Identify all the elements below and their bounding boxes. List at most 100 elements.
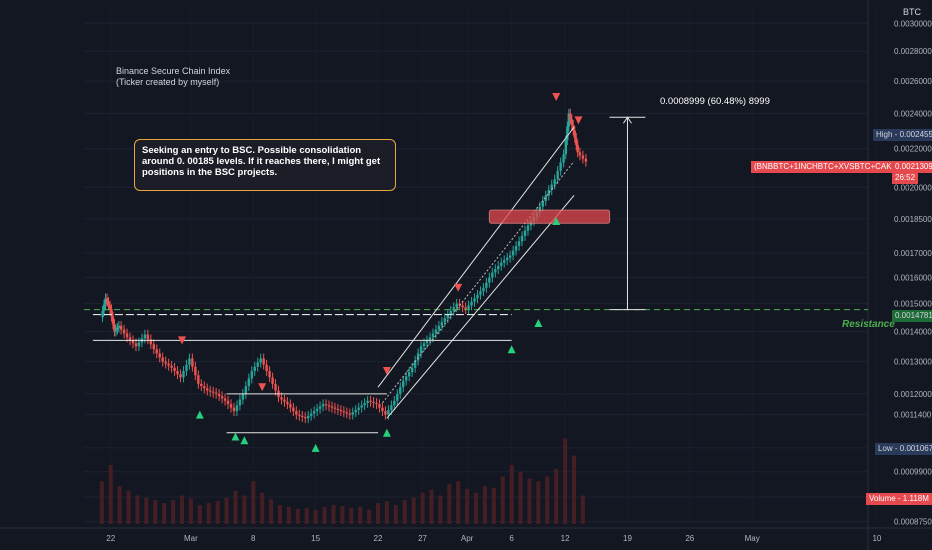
- x-tick-label: 27: [418, 534, 427, 543]
- y-tick-label: 0.0009900: [894, 468, 932, 477]
- candle-body: [497, 265, 500, 270]
- candle-body: [304, 417, 307, 419]
- candle-body: [206, 388, 209, 391]
- candle-body: [280, 397, 283, 400]
- candle-body: [137, 342, 141, 347]
- candle-body: [268, 370, 271, 378]
- y-tick-label: 0.0022000: [894, 145, 932, 154]
- candle-body: [324, 404, 328, 406]
- volume-bar: [438, 495, 443, 524]
- candle-body: [179, 374, 182, 378]
- candle-body: [203, 386, 206, 389]
- candle-body: [455, 303, 458, 308]
- high-price-tag: High - 0.0024557: [873, 129, 932, 141]
- candle-body: [217, 393, 221, 397]
- candle-body: [357, 407, 360, 410]
- volume-bar: [171, 500, 176, 524]
- candle-body: [102, 304, 106, 311]
- candle-body: [295, 411, 298, 415]
- x-tick-label: 6: [509, 534, 514, 543]
- volume-bar: [411, 497, 416, 524]
- y-tick-label: 0.0016000: [894, 274, 932, 283]
- candle-body: [387, 409, 390, 415]
- candle-body: [482, 287, 485, 292]
- candle-body: [330, 406, 334, 408]
- candle-body: [143, 334, 147, 339]
- sell-signal-marker: [382, 366, 391, 375]
- candle-body: [544, 195, 547, 201]
- candle-body: [375, 403, 378, 405]
- candle-body: [431, 333, 435, 338]
- candle-body: [384, 411, 387, 415]
- candle-body: [197, 375, 200, 384]
- measure-label: 0.0008999 (60.48%) 8999: [660, 96, 770, 107]
- volume-bar: [126, 490, 131, 524]
- volume-bar: [162, 503, 167, 524]
- candle-body: [191, 358, 194, 367]
- support-zone-box: [488, 209, 611, 224]
- volume-bar: [180, 495, 184, 524]
- candle-body: [321, 404, 325, 407]
- candle-body: [567, 113, 571, 127]
- y-tick-label: 0.0028000: [894, 47, 932, 56]
- annotation-note[interactable]: Seeking an entry to BSC. Possible consol…: [134, 139, 396, 191]
- x-tick-label: 10: [872, 534, 881, 543]
- volume-bar: [580, 495, 585, 524]
- candle-body: [271, 377, 274, 384]
- y-tick-label: 0.0014000: [894, 328, 932, 337]
- candle-body: [440, 322, 444, 326]
- y-tick-label: 0.0012000: [894, 390, 932, 399]
- y-tick-label: 0.0013000: [894, 358, 932, 367]
- candle-body: [461, 305, 464, 308]
- candle-body: [108, 305, 112, 310]
- y-tick-label: 0.0026000: [894, 77, 932, 86]
- candle-body: [416, 353, 420, 361]
- candle-body: [517, 241, 521, 246]
- candle-body: [262, 358, 265, 365]
- volume-bar: [393, 505, 398, 524]
- volume-bar: [545, 476, 550, 524]
- candle-body: [176, 370, 179, 375]
- volume-bar: [144, 497, 149, 524]
- resistance-price-tag: 0.0014781: [892, 310, 932, 322]
- candle-body: [223, 398, 227, 401]
- candle-body: [111, 316, 115, 324]
- candle-body: [578, 152, 582, 156]
- volume-bar: [491, 487, 496, 524]
- candle-body: [473, 298, 476, 302]
- candle-body: [573, 130, 576, 138]
- ticker-tag: (BNBBTC+1INCHBTC+XVSBTC+CAKEBTC+ENJBT...: [751, 161, 893, 173]
- candle-body: [173, 367, 176, 371]
- volume-bar: [340, 505, 345, 524]
- candle-body: [214, 392, 218, 394]
- candle-body: [399, 387, 402, 394]
- volume-bar: [117, 486, 122, 524]
- price-unit-label: BTC: [903, 7, 921, 17]
- x-tick-label: 22: [106, 534, 115, 543]
- candle-body: [336, 408, 340, 410]
- candle-body: [458, 303, 461, 306]
- candle-body: [220, 396, 224, 399]
- volume-bar: [358, 506, 363, 524]
- candle-body: [381, 407, 384, 412]
- candle-body: [149, 339, 153, 345]
- candle-body: [125, 333, 129, 338]
- volume-bar: [304, 507, 309, 524]
- candle-body: [182, 371, 185, 378]
- x-tick-label: 12: [561, 534, 570, 543]
- candle-body: [134, 343, 138, 347]
- candle-body: [494, 269, 497, 273]
- candle-body: [226, 400, 230, 405]
- candle-body: [443, 318, 447, 323]
- low-tag-value: 0.0010679: [899, 444, 932, 453]
- candle-body: [500, 262, 503, 266]
- volume-bar: [447, 484, 452, 524]
- volume-bar: [286, 506, 291, 524]
- sell-signal-marker: [178, 336, 186, 345]
- volume-bar: [563, 438, 568, 524]
- candle-body: [553, 179, 556, 185]
- candle-body: [342, 411, 346, 413]
- volume-tag: Volume - 1.118M: [866, 493, 932, 505]
- x-tick-label: 26: [685, 534, 694, 543]
